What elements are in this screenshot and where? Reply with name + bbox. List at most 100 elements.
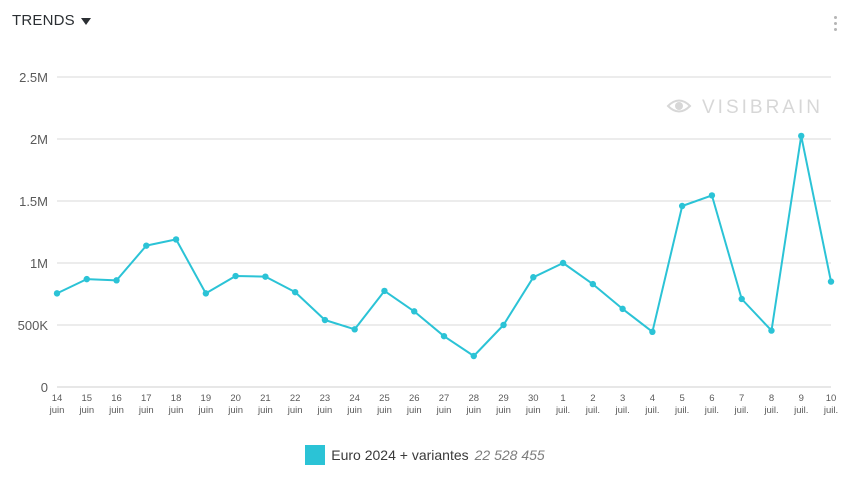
svg-text:27: 27 (439, 393, 450, 404)
series-euro-2024 (53, 132, 835, 360)
y-axis: 0 500K 1M 1.5M 2M 2.5M (18, 70, 49, 395)
legend-swatch (305, 445, 326, 465)
data-point[interactable] (411, 308, 418, 315)
svg-text:juin: juin (495, 405, 511, 416)
data-point[interactable] (232, 272, 239, 280)
svg-text:juin: juin (49, 405, 65, 416)
legend[interactable]: Euro 2024 + variantes 22 528 455 (0, 445, 850, 465)
data-point[interactable] (768, 327, 775, 334)
svg-text:23: 23 (320, 393, 331, 404)
caret-down-icon (80, 17, 91, 25)
data-point[interactable] (262, 273, 269, 280)
svg-text:juil.: juil. (644, 405, 659, 416)
data-point[interactable] (500, 321, 507, 329)
data-point[interactable] (113, 277, 120, 284)
svg-text:17: 17 (141, 393, 152, 404)
svg-text:juil.: juil. (614, 405, 629, 416)
data-point[interactable] (172, 236, 180, 243)
legend-series-name: Euro 2024 + variantes (331, 447, 469, 463)
svg-text:28: 28 (468, 393, 479, 404)
svg-text:juil.: juil. (793, 405, 808, 416)
svg-text:3: 3 (620, 393, 625, 404)
svg-text:14: 14 (52, 393, 63, 404)
svg-text:juin: juin (227, 405, 243, 416)
svg-text:juin: juin (168, 405, 184, 416)
data-point[interactable] (83, 275, 90, 283)
data-point[interactable] (589, 280, 597, 288)
y-tick-label: 0 (41, 380, 48, 395)
svg-text:juin: juin (78, 405, 94, 416)
data-point[interactable] (351, 326, 358, 333)
svg-text:29: 29 (498, 393, 509, 404)
data-point[interactable] (619, 305, 626, 313)
x-axis: 14juin15juin16juin17juin18juin19juin20ju… (49, 393, 839, 416)
svg-text:25: 25 (379, 393, 390, 404)
data-point[interactable] (798, 132, 805, 140)
svg-text:juin: juin (138, 405, 154, 416)
svg-text:juin: juin (436, 405, 452, 416)
svg-text:juil.: juil. (704, 405, 719, 416)
more-vertical-icon[interactable] (832, 16, 838, 34)
data-point[interactable] (202, 290, 210, 297)
data-point[interactable] (381, 287, 388, 295)
svg-text:6: 6 (709, 393, 714, 404)
chart-title: TRENDS (12, 12, 75, 29)
data-point[interactable] (291, 288, 299, 296)
data-point[interactable] (143, 242, 150, 249)
data-point[interactable] (738, 295, 745, 303)
svg-text:4: 4 (650, 393, 655, 404)
svg-text:juin: juin (257, 405, 273, 416)
data-point[interactable] (440, 332, 448, 340)
svg-text:24: 24 (349, 393, 360, 404)
data-point[interactable] (708, 192, 716, 199)
data-point[interactable] (559, 259, 567, 267)
y-tick-label: 2.5M (19, 70, 48, 85)
svg-text:juil.: juil. (585, 405, 600, 416)
svg-text:juin: juin (525, 405, 541, 416)
y-tick-label: 1.5M (19, 194, 48, 209)
watermark: VISIBRAIN (666, 97, 823, 118)
svg-text:juil.: juil. (734, 405, 749, 416)
data-point[interactable] (321, 316, 329, 324)
data-point[interactable] (530, 274, 537, 281)
svg-text:juin: juin (287, 405, 303, 416)
svg-text:juil.: juil. (823, 405, 838, 416)
data-point[interactable] (470, 352, 477, 360)
data-point[interactable] (649, 328, 656, 336)
data-point[interactable] (678, 202, 686, 210)
svg-text:18: 18 (171, 393, 182, 404)
data-point[interactable] (827, 278, 835, 285)
svg-text:15: 15 (81, 393, 92, 404)
svg-text:2: 2 (590, 393, 595, 404)
svg-text:juil.: juil. (763, 405, 778, 416)
svg-text:9: 9 (799, 393, 804, 404)
series-line (56, 134, 832, 357)
chart-grid (57, 76, 831, 388)
svg-text:16: 16 (111, 393, 122, 404)
data-point[interactable] (53, 290, 61, 297)
svg-text:21: 21 (260, 393, 271, 404)
trends-dropdown[interactable]: TRENDS (12, 12, 91, 29)
svg-text:juin: juin (108, 405, 124, 416)
svg-text:juin: juin (465, 405, 481, 416)
watermark-text: VISIBRAIN (702, 97, 823, 118)
svg-text:juin: juin (317, 405, 333, 416)
